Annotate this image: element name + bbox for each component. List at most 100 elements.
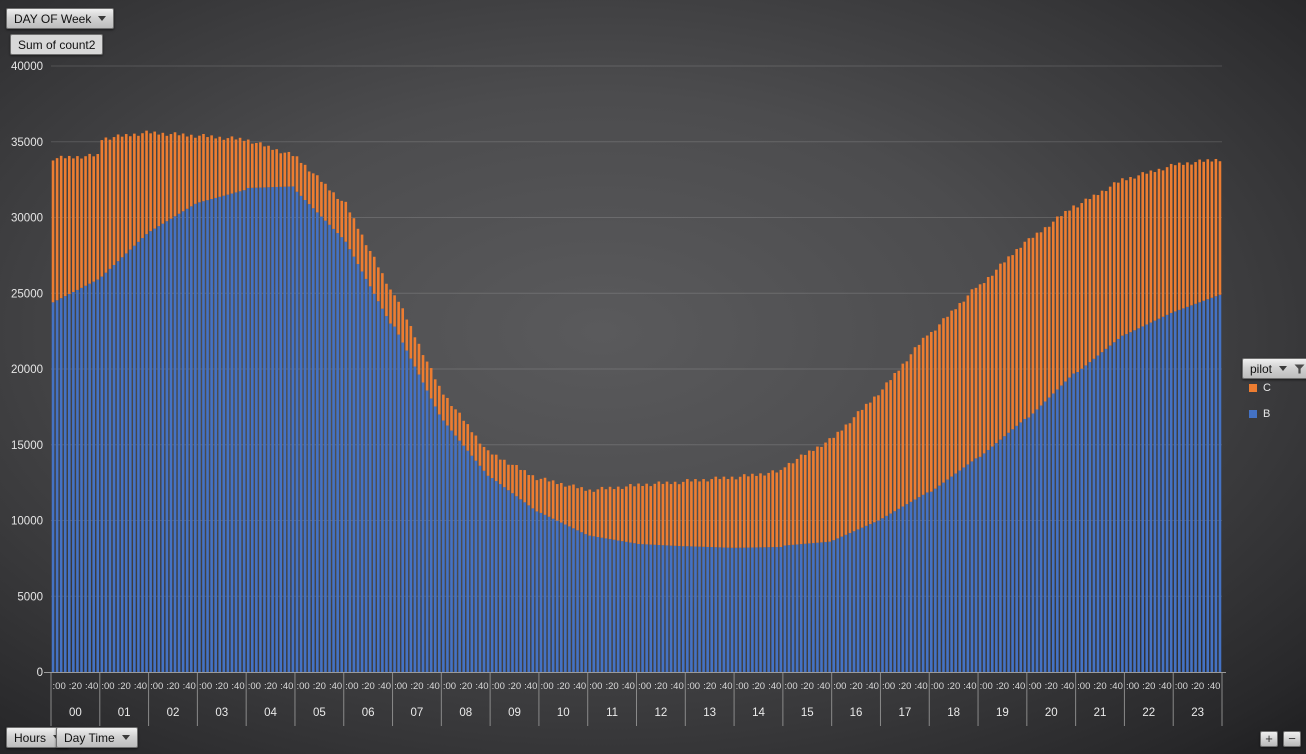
- svg-text::40: :40: [1061, 681, 1074, 692]
- svg-text::20: :20: [166, 681, 179, 692]
- svg-text:18: 18: [947, 707, 960, 719]
- svg-text::40: :40: [85, 681, 98, 692]
- svg-text::00: :00: [1126, 681, 1139, 692]
- svg-text::20: :20: [362, 681, 375, 692]
- svg-text::40: :40: [231, 681, 244, 692]
- svg-text::20: :20: [849, 681, 862, 692]
- svg-text::00: :00: [784, 681, 797, 692]
- svg-text::00: :00: [101, 681, 114, 692]
- values-field-label[interactable]: Sum of count2: [10, 34, 104, 55]
- svg-text::20: :20: [1142, 681, 1155, 692]
- svg-text::40: :40: [817, 681, 830, 692]
- svg-text::40: :40: [915, 681, 928, 692]
- legend-item: B: [1249, 408, 1270, 420]
- svg-text::40: :40: [719, 681, 732, 692]
- svg-text::40: :40: [573, 681, 586, 692]
- svg-text:04: 04: [264, 707, 277, 719]
- svg-text:16: 16: [850, 707, 863, 719]
- svg-text:02: 02: [167, 707, 180, 719]
- svg-text:17: 17: [898, 707, 911, 719]
- svg-text:20: 20: [1045, 707, 1058, 719]
- svg-text::40: :40: [768, 681, 781, 692]
- svg-text::20: :20: [1191, 681, 1204, 692]
- svg-text::00: :00: [687, 681, 700, 692]
- svg-text::40: :40: [963, 681, 976, 692]
- svg-text::00: :00: [1028, 681, 1041, 692]
- svg-text:23: 23: [1191, 707, 1204, 719]
- svg-text::40: :40: [427, 681, 440, 692]
- svg-text:19: 19: [996, 707, 1009, 719]
- zoom-out-button[interactable]: −: [1283, 731, 1301, 747]
- svg-text::20: :20: [752, 681, 765, 692]
- svg-text::00: :00: [53, 681, 66, 692]
- svg-text:03: 03: [215, 707, 228, 719]
- svg-text::40: :40: [1110, 681, 1123, 692]
- svg-text:22: 22: [1142, 707, 1155, 719]
- svg-text::40: :40: [1207, 681, 1220, 692]
- svg-text:10000: 10000: [11, 516, 43, 528]
- svg-text:06: 06: [362, 707, 375, 719]
- svg-text:25000: 25000: [11, 288, 43, 300]
- svg-text:35000: 35000: [11, 137, 43, 149]
- svg-text::00: :00: [394, 681, 407, 692]
- svg-text::00: :00: [540, 681, 553, 692]
- svg-text::40: :40: [183, 681, 196, 692]
- svg-text::40: :40: [475, 681, 488, 692]
- svg-text::20: :20: [605, 681, 618, 692]
- svg-text::40: :40: [622, 681, 635, 692]
- values-field-text: Sum of count2: [18, 37, 96, 52]
- svg-text:0: 0: [37, 667, 43, 679]
- svg-text::40: :40: [134, 681, 147, 692]
- svg-text::20: :20: [703, 681, 716, 692]
- legend-field-label: pilot: [1250, 361, 1273, 376]
- axis-field-daytime-button[interactable]: Day Time: [56, 727, 138, 748]
- svg-text:07: 07: [411, 707, 424, 719]
- svg-text:11: 11: [606, 707, 618, 719]
- zoom-in-button[interactable]: +: [1260, 731, 1278, 747]
- svg-text::20: :20: [1045, 681, 1058, 692]
- axis-field-daytime-label: Day Time: [64, 730, 115, 745]
- svg-text::20: :20: [459, 681, 472, 692]
- svg-text::00: :00: [833, 681, 846, 692]
- svg-text::20: :20: [947, 681, 960, 692]
- svg-text::20: :20: [557, 681, 570, 692]
- svg-text::00: :00: [1077, 681, 1090, 692]
- svg-text::20: :20: [410, 681, 423, 692]
- svg-text::00: :00: [736, 681, 749, 692]
- legend-swatch: [1249, 384, 1257, 392]
- svg-text::40: :40: [378, 681, 391, 692]
- svg-text::40: :40: [524, 681, 537, 692]
- svg-text::00: :00: [492, 681, 505, 692]
- svg-text::20: :20: [1093, 681, 1106, 692]
- svg-text::20: :20: [215, 681, 228, 692]
- svg-text::00: :00: [248, 681, 261, 692]
- report-filter-button[interactable]: DAY OF Week: [6, 8, 115, 29]
- svg-text::00: :00: [589, 681, 602, 692]
- svg-text::40: :40: [329, 681, 342, 692]
- svg-text::20: :20: [654, 681, 667, 692]
- svg-text::20: :20: [801, 681, 814, 692]
- svg-text::00: :00: [443, 681, 456, 692]
- chevron-down-icon: [121, 735, 130, 740]
- report-filter-label: DAY OF Week: [14, 11, 92, 26]
- svg-text::00: :00: [882, 681, 895, 692]
- svg-text:20000: 20000: [11, 364, 43, 376]
- svg-text::40: :40: [866, 681, 879, 692]
- svg-text:00: 00: [69, 707, 82, 719]
- axis-field-hours-label: Hours: [14, 730, 47, 745]
- svg-text::20: :20: [118, 681, 131, 692]
- svg-text::00: :00: [638, 681, 651, 692]
- legend-item: C: [1249, 382, 1271, 394]
- filter-funnel-icon: [1294, 364, 1305, 373]
- svg-text:01: 01: [118, 707, 131, 719]
- svg-text::40: :40: [1158, 681, 1171, 692]
- svg-text::40: :40: [671, 681, 684, 692]
- svg-text:12: 12: [654, 707, 667, 719]
- svg-text::00: :00: [296, 681, 309, 692]
- svg-text:05: 05: [313, 707, 326, 719]
- legend-field-button[interactable]: pilot: [1242, 358, 1306, 379]
- svg-text::00: :00: [199, 681, 212, 692]
- svg-text:08: 08: [459, 707, 472, 719]
- svg-text:09: 09: [508, 707, 521, 719]
